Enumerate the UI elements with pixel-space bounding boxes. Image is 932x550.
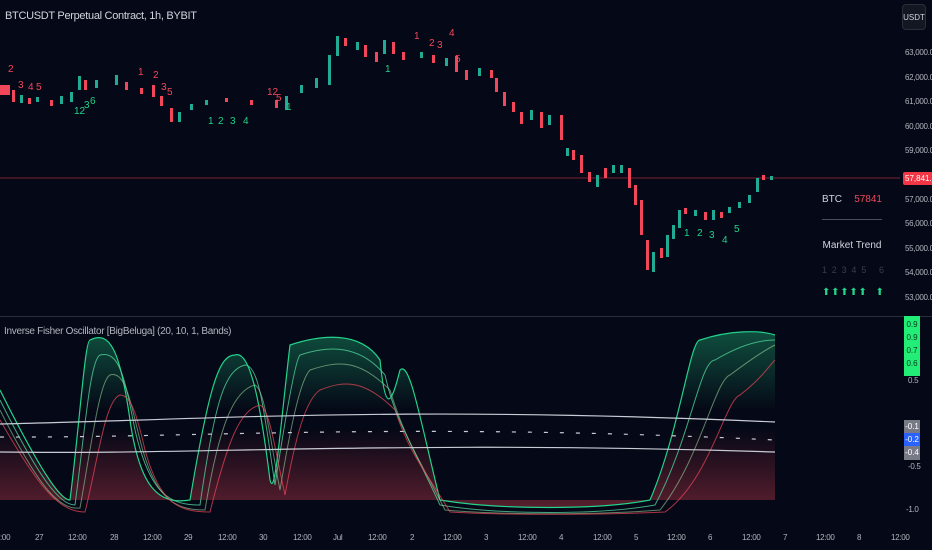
arrow-up-icon: ⬆ [840,287,849,298]
price-label: 53,000.0 [905,293,932,302]
current-price-badge: 57,841.0 [903,172,932,185]
price-label: 59,000.0 [905,146,932,155]
currency-button[interactable]: USDT [902,4,926,30]
svg-text:1: 1 [684,228,690,239]
pane-divider[interactable] [0,316,932,317]
svg-text:2: 2 [218,116,224,127]
svg-text:2: 2 [429,38,435,49]
osc-value-tag: -0.1 [904,420,920,433]
candlestick-chart[interactable]: 2 3 4 5 12 3 6 1 2 3 5 1 2 3 4 12 5 1 1 … [0,0,900,316]
price-label: 61,000.0 [905,97,932,106]
svg-text:1: 1 [385,64,391,75]
svg-text:4: 4 [243,116,249,127]
market-trend-title: Market Trend [822,240,882,251]
osc-axis-label: 0.5 [908,376,919,385]
svg-text:2: 2 [153,70,159,81]
osc-value-tag-blue: -0.2 [904,433,920,446]
arrow-up-icon: ⬆ [875,287,884,298]
arrow-up-icon: ⬆ [831,287,840,298]
svg-text:3: 3 [18,80,24,91]
wave-annotations: 2 3 4 5 12 3 6 1 2 3 5 1 2 3 4 12 5 1 1 … [8,28,740,246]
svg-text:5: 5 [36,82,42,93]
svg-text:4: 4 [28,82,34,93]
arrow-up-icon: ⬆ [849,287,858,298]
svg-text:5: 5 [734,224,740,235]
osc-axis-label: -1.0 [906,505,919,514]
svg-text:5: 5 [167,87,173,98]
panel-divider [822,219,882,220]
svg-text:2: 2 [697,228,703,239]
svg-text:12: 12 [74,106,86,117]
osc-value-tags-green: 0.9 0.9 0.7 0.6 [904,316,920,376]
oscillator-title: Inverse Fisher Oscillator [BigBeluga] (2… [4,326,232,337]
svg-text:3: 3 [437,40,443,51]
svg-text:3: 3 [230,116,236,127]
oscillator-chart[interactable] [0,0,900,550]
svg-text:12: 12 [267,87,279,98]
svg-text:5: 5 [276,93,282,104]
chart-title: BTCUSDT Perpetual Contract, 1h, BYBIT [5,10,197,22]
symbol-label: BTC [822,194,842,205]
svg-text:1: 1 [208,116,214,127]
arrow-up-icon: ⬆ [858,287,867,298]
svg-text:3: 3 [84,100,90,111]
price-label: 57,000.0 [905,195,932,204]
price-label: 63,000.0 [905,48,932,57]
candles [0,36,773,272]
svg-text:5: 5 [455,54,461,65]
price-label: 56,000.0 [905,219,932,228]
price-label: 62,000.0 [905,73,932,82]
svg-text:1: 1 [138,67,144,78]
price-label: 60,000.0 [905,122,932,131]
svg-text:1: 1 [286,102,292,113]
svg-text:6: 6 [90,96,96,107]
svg-text:3: 3 [161,82,167,93]
price-label: 55,000.0 [905,244,932,253]
osc-value-tag: -0.4 [904,446,920,460]
svg-text:4: 4 [722,235,728,246]
trend-arrows: ⬆ ⬆ ⬆ ⬆ ⬆ ⬆ [812,287,892,298]
price-label: 54,000.0 [905,268,932,277]
symbol-price: 57841 [854,194,882,205]
svg-text:2: 2 [8,64,14,75]
svg-text:3: 3 [709,230,715,241]
time-axis[interactable]: :00 27 12:00 28 12:00 29 12:00 30 12:00 … [0,533,910,542]
svg-text:1: 1 [414,31,420,42]
svg-text:4: 4 [449,28,455,39]
osc-axis-label: -0.5 [908,462,921,471]
arrow-up-icon: ⬆ [822,287,831,298]
